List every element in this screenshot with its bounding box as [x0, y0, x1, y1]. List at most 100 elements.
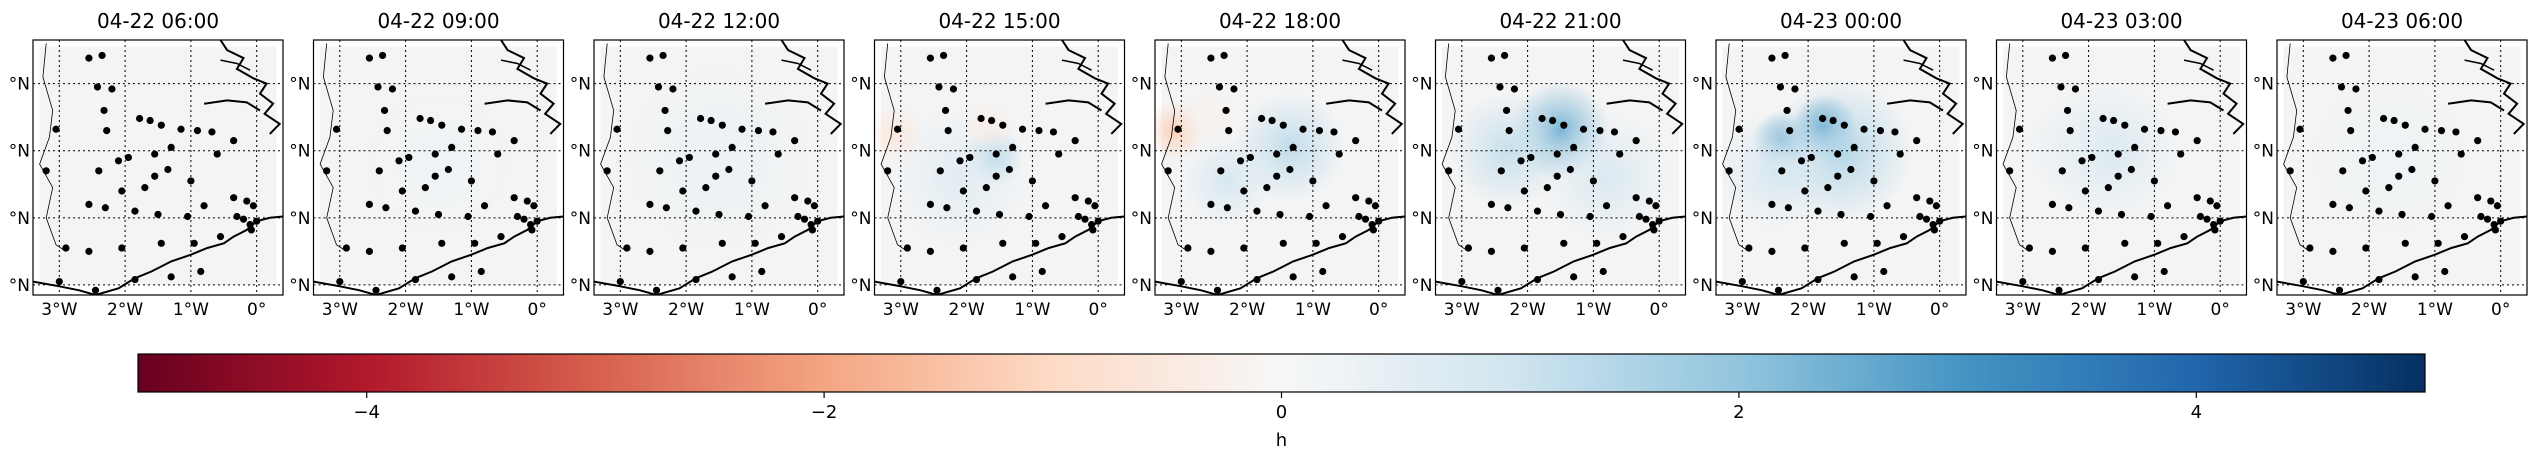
station-marker [494, 150, 502, 158]
station-marker [2421, 125, 2429, 133]
station-marker [2401, 121, 2409, 129]
lat-tick-label: °N [850, 142, 871, 162]
station-marker [1289, 143, 1297, 151]
station-marker [616, 277, 624, 286]
anomaly-blob [339, 65, 538, 263]
station-marker [814, 217, 822, 225]
station-marker [2474, 137, 2482, 145]
station-marker [177, 125, 185, 133]
station-marker [1783, 106, 1791, 115]
station-marker [118, 187, 126, 195]
station-marker [513, 212, 522, 221]
station-marker [2401, 239, 2409, 247]
station-marker [2345, 204, 2353, 212]
station-marker [1222, 106, 1230, 115]
station-marker [988, 116, 996, 125]
lat-tick-label: °N [570, 75, 591, 95]
lat-tick-label: °N [850, 209, 871, 229]
station-marker [365, 54, 374, 62]
station-marker [1824, 184, 1832, 192]
station-marker [1268, 116, 1276, 125]
station-marker [2019, 277, 2027, 286]
station-marker [1922, 215, 1931, 223]
station-marker [926, 247, 935, 255]
station-marker [2390, 116, 2398, 125]
station-marker [2071, 85, 2080, 93]
station-marker [754, 126, 763, 135]
station-marker [2299, 277, 2307, 286]
coastline [219, 40, 282, 135]
station-marker [748, 177, 756, 185]
station-marker [654, 83, 663, 91]
map-panel: 04-23 06:00 3°W 2°W 1°W 0° °N °N °N °N [2253, 9, 2528, 320]
station-marker [383, 126, 391, 135]
country-border [880, 43, 908, 252]
station-marker [712, 172, 720, 180]
lat-tick-label: °N [2253, 209, 2274, 229]
station-marker [167, 143, 175, 151]
station-marker [365, 247, 374, 255]
station-marker [398, 187, 406, 195]
station-marker [2431, 177, 2439, 185]
station-marker [1352, 194, 1360, 202]
lon-tick-label: 2°W [388, 300, 424, 320]
station-marker [2193, 137, 2201, 145]
panel-frame [1434, 39, 1687, 296]
station-marker [679, 187, 687, 195]
coastline [1622, 40, 1684, 135]
station-marker [2206, 197, 2214, 205]
map-area [1435, 40, 1686, 295]
station-marker [943, 204, 951, 212]
coastline [780, 40, 843, 135]
station-marker [1049, 128, 1058, 136]
station-marker [1616, 150, 1624, 158]
station-marker [1177, 277, 1185, 286]
station-marker [1032, 239, 1040, 247]
coastline [2167, 99, 2225, 112]
station-marker [707, 116, 715, 125]
station-marker [1273, 150, 1281, 158]
station-marker [190, 239, 198, 247]
station-marker [2140, 125, 2149, 133]
station-marker [1215, 83, 1224, 91]
station-marker [659, 51, 667, 60]
station-marker [2121, 239, 2129, 247]
station-marker [2006, 167, 2014, 175]
station-marker [2216, 217, 2224, 225]
station-marker [903, 244, 911, 252]
station-marker [1776, 83, 1785, 91]
coastline [203, 99, 261, 112]
station-marker [1494, 286, 1502, 294]
station-marker [972, 207, 981, 215]
station-marker [2114, 150, 2122, 158]
station-marker [1207, 54, 1215, 62]
station-marker [807, 220, 815, 229]
station-marker [1589, 177, 1597, 185]
station-marker [758, 267, 766, 276]
station-marker [131, 275, 139, 284]
colorbar-tick-label: 2 [1733, 402, 1744, 423]
station-marker [2213, 202, 2221, 210]
colorbar: −4 −2 0 2 4 h [137, 353, 2426, 451]
station-marker [959, 244, 967, 252]
station-marker [1276, 210, 1284, 219]
map-panel: 04-23 00:00 3°W 2°W 1°W 0° °N °N °N °N [1692, 9, 1967, 320]
station-marker [62, 244, 70, 252]
station-marker [2497, 217, 2505, 225]
coastline [1061, 40, 1123, 135]
station-marker [1273, 172, 1281, 180]
station-marker [972, 275, 981, 284]
station-marker [613, 125, 621, 133]
station-marker [1883, 202, 1891, 210]
station-marker [146, 116, 154, 125]
station-marker [2477, 212, 2485, 221]
anomaly-blob [2022, 101, 2115, 194]
station-marker [2088, 153, 2096, 162]
station-marker [395, 157, 403, 165]
station-marker [1840, 239, 1848, 247]
lat-tick-label: °N [1972, 142, 1993, 162]
station-marker [1286, 165, 1294, 174]
station-marker [800, 215, 809, 223]
lat-tick-label: °N [1131, 142, 1152, 162]
station-marker [411, 207, 420, 215]
